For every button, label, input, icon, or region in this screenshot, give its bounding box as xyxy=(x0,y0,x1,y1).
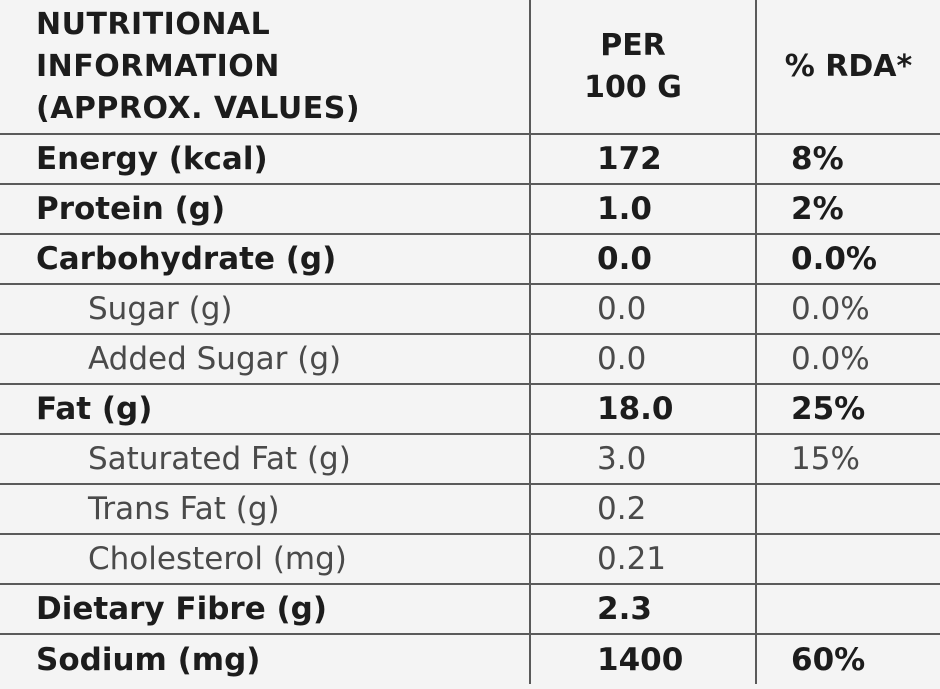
nutrient-name: Sugar (g) xyxy=(0,284,531,335)
table-row: Energy (kcal) 172 8% xyxy=(0,134,940,185)
rda-value: 60% xyxy=(791,641,866,678)
per-100g-value: 0.0 xyxy=(530,234,757,285)
table-row: Cholesterol (mg) 0.21 xyxy=(0,534,940,585)
per-100g-value: 2.3 xyxy=(530,584,757,635)
rda-value: 8% xyxy=(756,134,940,185)
header-nutrient: NUTRITIONAL INFORMATION (APPROX. VALUES) xyxy=(0,0,531,135)
header-nutrient-line2: INFORMATION xyxy=(36,48,280,84)
per-100g-value: 3.0 xyxy=(530,434,757,485)
per-100g-value: 0.0 xyxy=(530,334,757,385)
nutrient-name: Carbohydrate (g) xyxy=(0,234,531,285)
table-row: Fat (g) 18.0 25% xyxy=(0,384,940,435)
per-100g-value: 18.0 xyxy=(530,384,757,435)
rda-value: 0.0% xyxy=(756,234,940,285)
table-row: Added Sugar (g) 0.0 0.0% xyxy=(0,334,940,385)
table-row: Carbohydrate (g) 0.0 0.0% xyxy=(0,234,940,285)
per-100g-value: 1.0 xyxy=(530,184,757,235)
per-100g-value: 172 xyxy=(530,134,757,185)
nutrient-name: Trans Fat (g) xyxy=(0,484,531,535)
nutrient-name: Dietary Fibre (g) xyxy=(0,584,531,635)
header-nutrient-line1: NUTRITIONAL xyxy=(36,6,271,42)
header-rda-label: % RDA* xyxy=(784,48,913,84)
header-rda: % RDA* xyxy=(756,0,940,135)
nutrient-name: Cholesterol (mg) xyxy=(0,534,531,585)
table-row: Sugar (g) 0.0 0.0% xyxy=(0,284,940,335)
nutrient-name: Added Sugar (g) xyxy=(0,334,531,385)
per-100g-value: 0.2 xyxy=(530,484,757,535)
header-per-line2: 100 G xyxy=(584,69,682,105)
nutrient-name: Fat (g) xyxy=(0,384,531,435)
rda-value xyxy=(756,584,940,635)
nutrient-name: Saturated Fat (g) xyxy=(0,434,531,485)
rda-value xyxy=(756,534,940,585)
nutrient-name: Sodium (mg) xyxy=(0,634,531,684)
table-row: Saturated Fat (g) 3.0 15% xyxy=(0,434,940,485)
nutrient-name: Energy (kcal) xyxy=(0,134,531,185)
table-row: Sodium (mg) 1400 60% xyxy=(0,634,940,684)
header-nutrient-line3: (APPROX. VALUES) xyxy=(36,90,361,126)
rda-value: 25% xyxy=(756,384,940,435)
table-row: Trans Fat (g) 0.2 xyxy=(0,484,940,535)
rda-value: 0.0% xyxy=(756,334,940,385)
rda-value: 15% xyxy=(756,434,940,485)
per-100g-value: 0.21 xyxy=(530,534,757,585)
per-100g-value: 1400 xyxy=(530,634,757,684)
nutrient-name: Protein (g) xyxy=(0,184,531,235)
table-row: Dietary Fibre (g) 2.3 xyxy=(0,584,940,635)
header-row: NUTRITIONAL INFORMATION (APPROX. VALUES)… xyxy=(0,0,940,135)
rda-value xyxy=(756,484,940,535)
rda-value: 0.0% xyxy=(756,284,940,335)
header-per-line1: PER xyxy=(600,27,666,63)
rda-value: 2% xyxy=(756,184,940,235)
per-100g-value: 0.0 xyxy=(530,284,757,335)
table-row: Protein (g) 1.0 2% xyxy=(0,184,940,235)
header-per-100g: PER 100 G xyxy=(530,0,757,135)
